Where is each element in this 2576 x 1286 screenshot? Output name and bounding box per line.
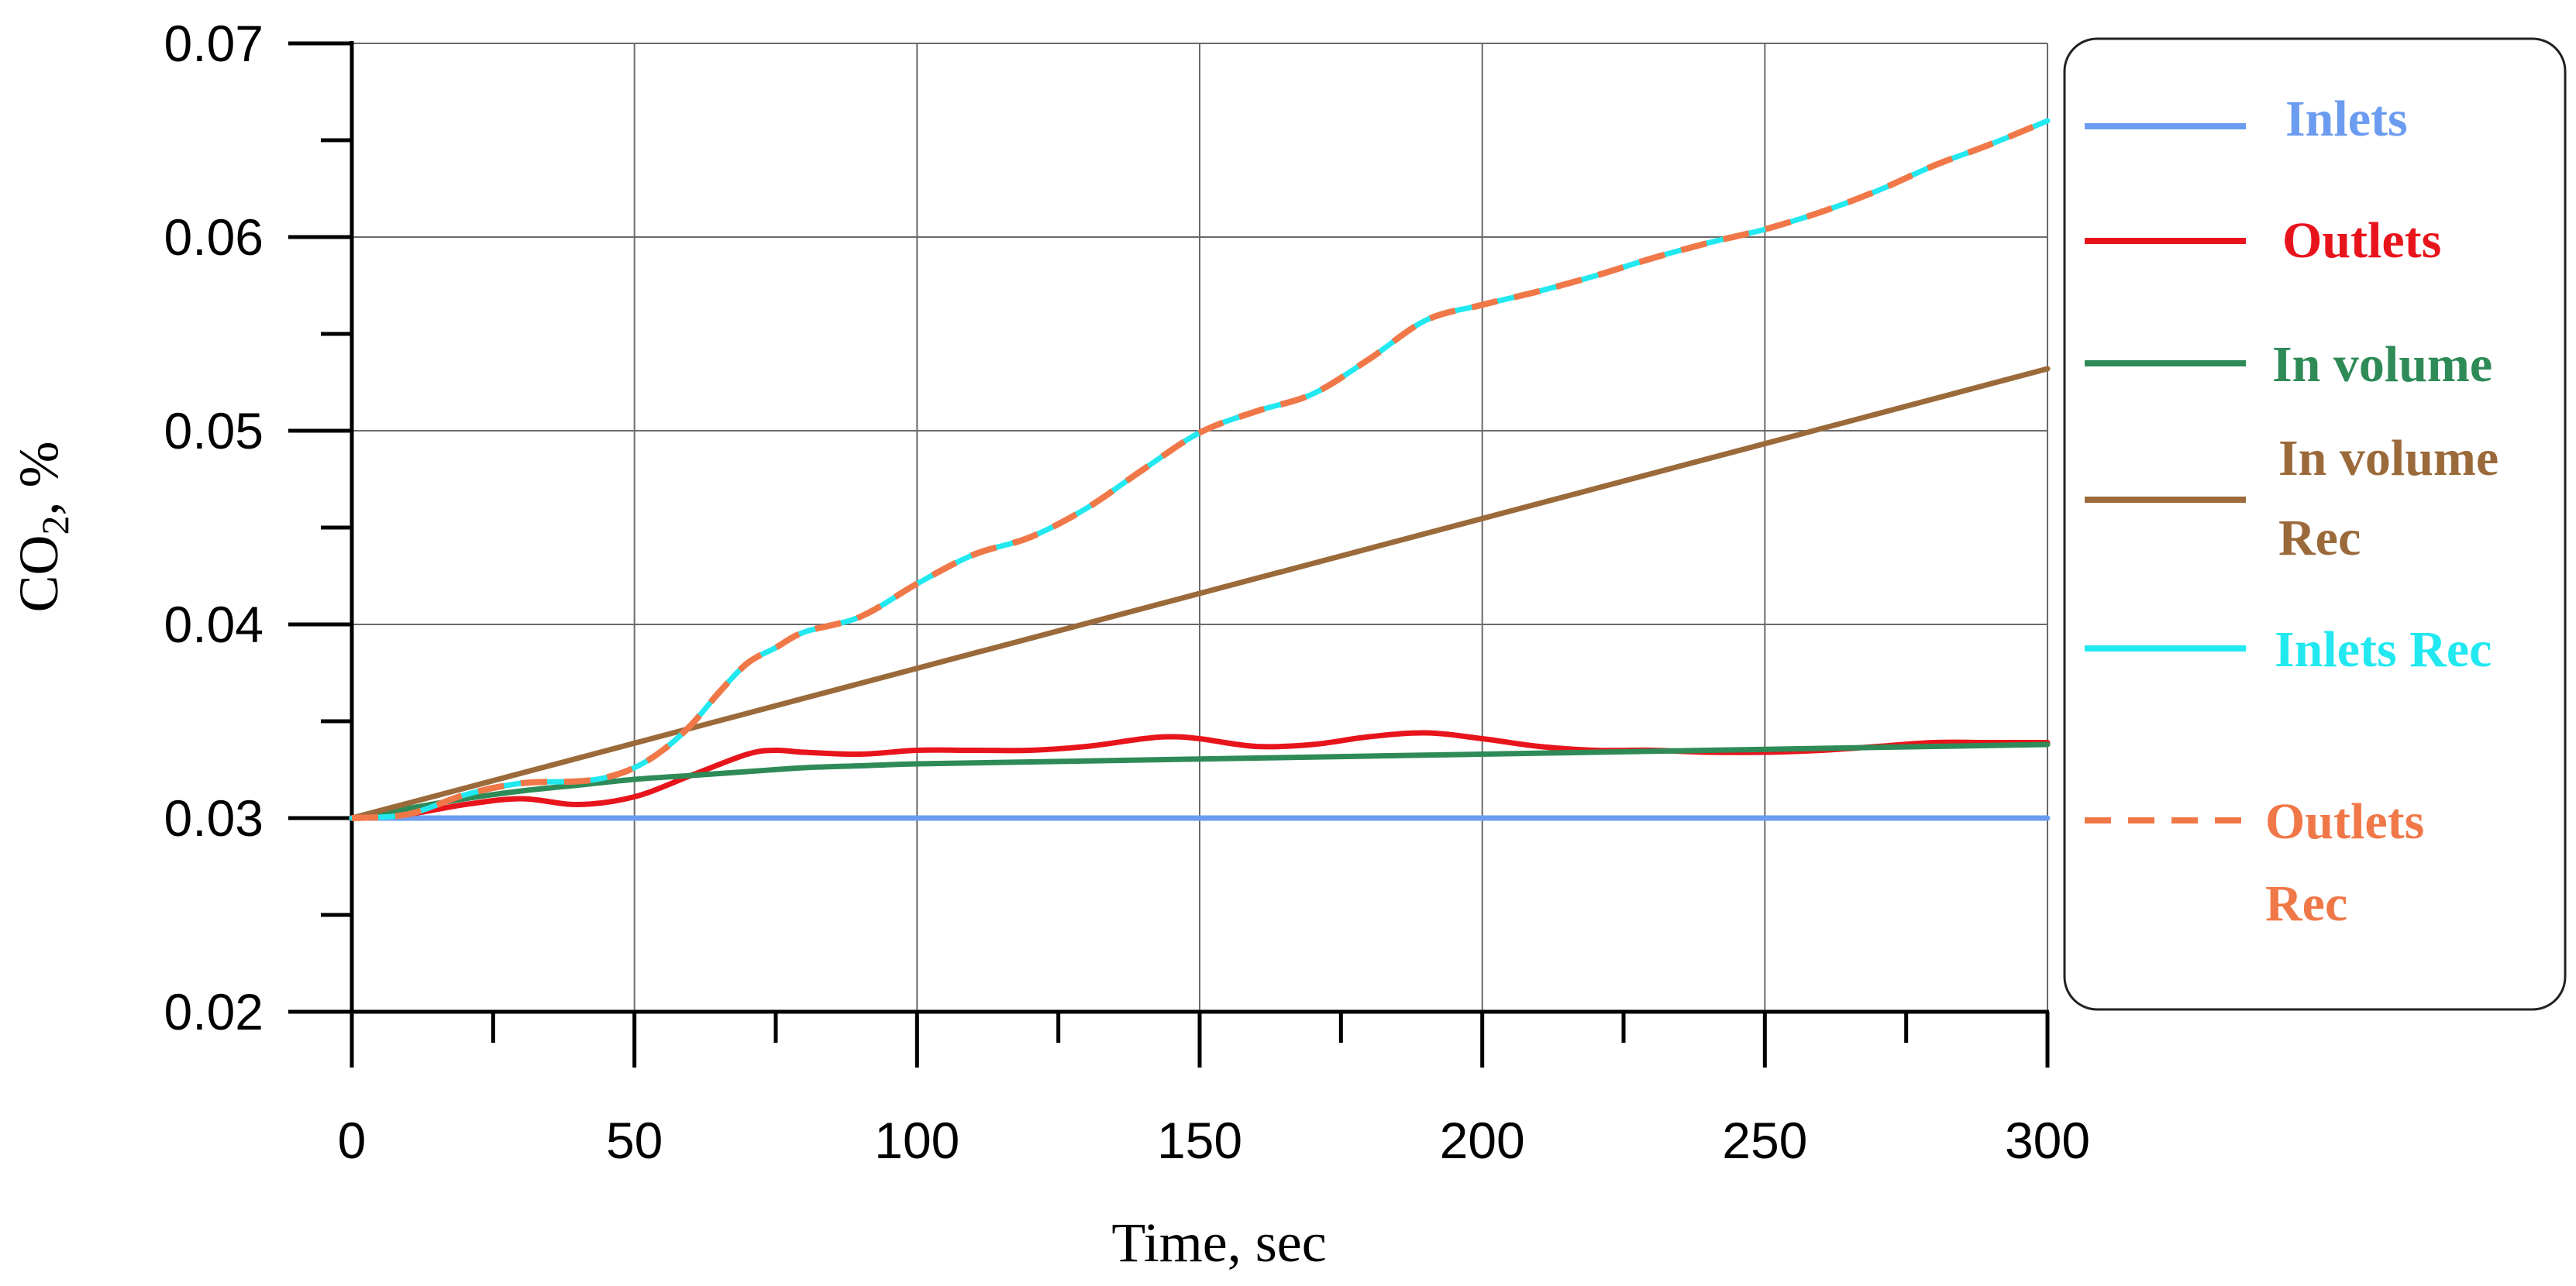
x-tick-label: 150 <box>1157 1112 1242 1169</box>
grid <box>352 43 2048 1012</box>
series-line-outlets-rec <box>351 118 2049 821</box>
y-axis-title: CO2, % <box>8 441 77 612</box>
legend-label-in-volume: In volume <box>2272 336 2492 393</box>
y-tick-label: 0.02 <box>164 983 263 1040</box>
y-tick-label: 0.05 <box>164 402 263 459</box>
legend-items: Inlets Outlets In volume In volume Rec Inlets… <box>2085 91 2499 932</box>
y-tick-label: 0.03 <box>164 789 263 847</box>
y-tick-label: 0.04 <box>164 596 263 653</box>
legend-label-inlets-rec: Inlets Rec <box>2275 621 2492 678</box>
legend-box <box>2063 37 2567 1011</box>
x-tick-label: 300 <box>2005 1112 2090 1169</box>
x-axis-title: Time, sec <box>1111 1212 1326 1274</box>
series-line-in-volume <box>349 741 2051 821</box>
legend: Inlets Outlets In volume In volume Rec Inlets… <box>2063 37 2567 1011</box>
x-tick-label: 50 <box>606 1112 663 1169</box>
legend-label-in-volume-rec: Rec <box>2278 510 2361 566</box>
series-lines <box>349 118 2051 821</box>
legend-label-inlets: Inlets <box>2285 91 2408 147</box>
x-tick-label: 100 <box>874 1112 959 1169</box>
y-axis-title-subscript: 2 <box>33 515 77 535</box>
series-line-in-volume-rec <box>349 366 2051 821</box>
y-axis-title-main: CO <box>8 535 70 612</box>
legend-label-in-volume-rec: In volume <box>2278 430 2499 487</box>
y-axis-title-tail: , % <box>8 441 70 515</box>
y-tick-label: 0.07 <box>164 15 263 72</box>
x-tick-label: 0 <box>338 1112 367 1169</box>
y-axis-ticks: 0.02 0.03 0.04 0.05 0.06 0.07 <box>164 15 352 1040</box>
y-tick-label: 0.06 <box>164 208 263 266</box>
x-tick-label: 250 <box>1722 1112 1807 1169</box>
legend-label-outlets: Outlets <box>2282 212 2441 269</box>
x-tick-label: 200 <box>1440 1112 1525 1169</box>
x-axis-ticks: 0 50 100 150 200 250 300 <box>338 1012 2090 1169</box>
legend-label-outlets-rec: Outlets <box>2265 793 2424 850</box>
legend-label-outlets-rec: Rec <box>2265 875 2347 932</box>
series-line-outlets <box>349 730 2051 821</box>
axes <box>288 41 2049 1014</box>
